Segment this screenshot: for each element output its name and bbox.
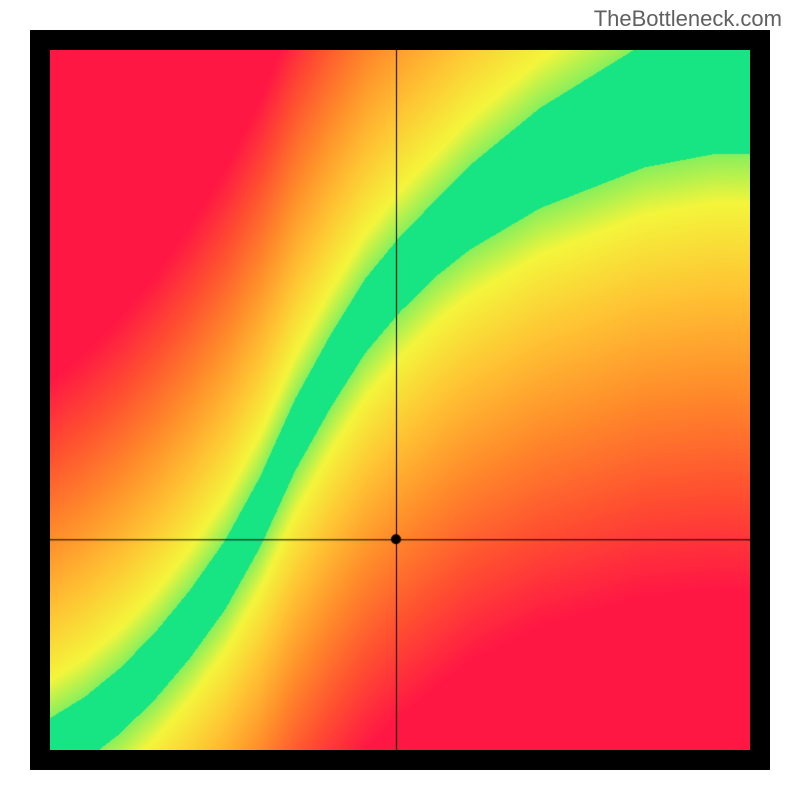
watermark-text: TheBottleneck.com (594, 6, 782, 32)
chart-frame (30, 30, 770, 770)
chart-plot-area (50, 50, 750, 750)
heatmap-canvas (50, 50, 750, 750)
